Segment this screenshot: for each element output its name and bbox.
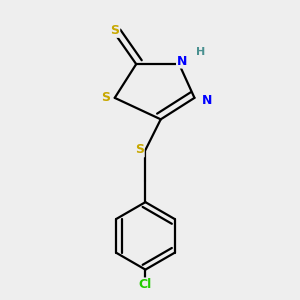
- Text: H: H: [196, 47, 205, 57]
- Text: N: N: [202, 94, 212, 107]
- Text: S: S: [101, 92, 110, 104]
- Text: S: S: [110, 24, 119, 37]
- Text: N: N: [177, 55, 188, 68]
- Text: S: S: [135, 143, 144, 157]
- Text: Cl: Cl: [139, 278, 152, 292]
